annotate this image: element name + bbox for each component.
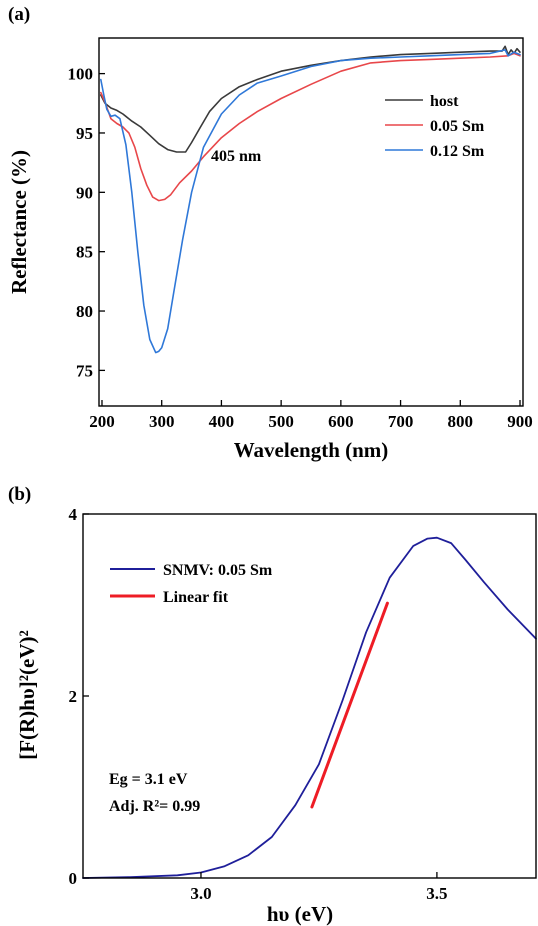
panel-a-y-tick-label: 85 xyxy=(76,243,93,262)
panel-a-x-tick-label: 200 xyxy=(89,412,115,431)
panel-a-frame xyxy=(98,37,524,407)
panel-b-series-group xyxy=(82,536,537,879)
legend-label-snmv: SNMV: 0.05 Sm xyxy=(163,562,273,579)
panel-a-y-tick-label: 75 xyxy=(76,361,93,380)
panel-b-label: (b) xyxy=(8,484,31,505)
panel-a-y-axis-label: Reflectance (%) xyxy=(7,150,31,294)
panel-a-x-axis-label: Wavelength (nm) xyxy=(234,438,389,462)
panel-a-x-tick-label: 400 xyxy=(209,412,235,431)
panel-b-series-line-snmv-0-05-sm xyxy=(82,536,537,879)
panel-b-y-tick-label: 0 xyxy=(69,869,78,888)
panel-b-y-tick-label: 4 xyxy=(69,505,78,524)
panel-a-x-tick-label: 300 xyxy=(149,412,175,431)
panel-b-x-tick-label: 3.0 xyxy=(190,884,211,903)
panel-b-annotation-eg: Eg = 3.1 eV xyxy=(109,771,188,788)
panel-b-x-axis-label: hυ (eV) xyxy=(267,902,333,926)
panel-a-y-tick-label: 95 xyxy=(76,124,93,143)
panel-a-series-line-0-12-sm xyxy=(100,49,521,354)
panel-a-x-tick-label: 500 xyxy=(268,412,294,431)
panel-b-ticks: 3.0 3.5 0 2 4 xyxy=(69,505,448,903)
panel-b: (b) 3.0 3.5 0 2 4 hυ (eV) [F(R)hυ]²(eV)² SNM… xyxy=(8,484,537,926)
panel-a-x-tick-label: 600 xyxy=(328,412,354,431)
panel-a-x-tick-label: 800 xyxy=(448,412,474,431)
panel-a: (a) 200 300 400 500 600 700 800 900 75 80 85 90 95 10… xyxy=(7,4,533,462)
legend-label-linear-fit: Linear fit xyxy=(163,589,229,606)
panel-b-y-tick-label: 2 xyxy=(69,687,78,706)
legend-label-0-05-sm: 0.05 Sm xyxy=(430,118,485,135)
panel-a-y-tick-label: 80 xyxy=(76,302,93,321)
panel-a-y-tick-label: 90 xyxy=(76,183,93,202)
panel-b-series-line-linear-fit xyxy=(310,601,389,809)
panel-a-y-tick-label: 100 xyxy=(68,65,94,84)
panel-a-series-line-host xyxy=(100,45,521,153)
panel-b-y-axis-label: [F(R)hυ]²(eV)² xyxy=(15,630,39,760)
legend-label-host: host xyxy=(430,93,459,110)
panel-b-annotation-r2: Adj. R²= 0.99 xyxy=(109,798,200,815)
panel-b-legend: SNMV: 0.05 Sm Linear fit xyxy=(110,562,273,606)
legend-label-0-12-sm: 0.12 Sm xyxy=(430,143,485,160)
panel-a-ticks: 200 300 400 500 600 700 800 900 75 80 85 90 95 100 xyxy=(68,65,533,431)
panel-a-label: (a) xyxy=(8,4,30,25)
panel-a-x-tick-label: 700 xyxy=(388,412,414,431)
panel-a-x-tick-label: 900 xyxy=(507,412,533,431)
panel-a-series-line-0-05-sm xyxy=(100,52,521,202)
panel-a-annotation-405nm: 405 nm xyxy=(211,148,262,165)
panel-b-x-tick-label: 3.5 xyxy=(426,884,447,903)
panel-a-legend: host 0.05 Sm 0.12 Sm xyxy=(385,93,485,160)
panel-a-series-group xyxy=(100,45,521,354)
